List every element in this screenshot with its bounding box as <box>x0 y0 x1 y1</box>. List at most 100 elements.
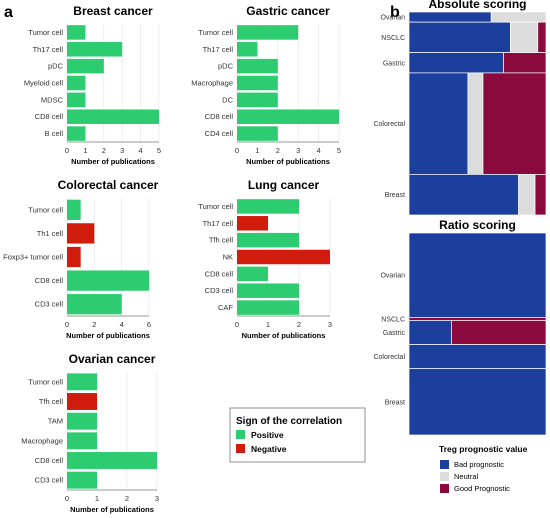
x-tick-label: 2 <box>102 146 106 155</box>
treg-legend: Treg prognostic value Bad prognostic Neu… <box>439 444 528 493</box>
row-label: NSCLC <box>381 316 405 323</box>
category-label: NK <box>223 253 233 262</box>
chart-title: Ratio scoring <box>439 218 516 232</box>
chart-title: Gastric cancer <box>246 4 330 18</box>
mosaic-cell <box>503 52 547 74</box>
bar <box>67 25 86 40</box>
mosaic-cell <box>467 72 484 175</box>
x-tick-label: 1 <box>83 146 87 155</box>
bar <box>67 373 97 391</box>
treg-legend-title: Treg prognostic value <box>439 444 528 454</box>
x-tick-label: 0 <box>65 146 69 155</box>
bar <box>67 270 149 291</box>
x-tick-label: 4 <box>120 320 124 329</box>
x-tick-label: 5 <box>337 146 341 155</box>
category-label: Tumor cell <box>28 205 63 214</box>
bar <box>67 75 86 91</box>
category-label: Macrophage <box>21 436 63 445</box>
treg-swatch-good <box>440 484 449 493</box>
row-label: Colorectal <box>373 121 405 128</box>
category-label: CAF <box>218 303 233 312</box>
legend-title: Sign of the correlation <box>236 416 342 427</box>
bar <box>237 58 278 74</box>
row-label: Breast <box>385 192 405 199</box>
bar-chart-gastric-cancer: Gastric cancer 0 1 2 3 4 5 Number of publicatio… <box>191 4 341 166</box>
bar <box>67 452 157 469</box>
x-tick-label: 1 <box>95 494 99 503</box>
bar <box>67 109 159 124</box>
category-label: CD8 cell <box>205 112 234 121</box>
bar-charts: Breast cancer 0 1 2 3 4 5 Number of publication… <box>3 4 341 514</box>
x-axis-label: Number of publications <box>66 331 150 340</box>
bar <box>237 266 268 282</box>
mosaic-cell <box>537 21 547 53</box>
treg-swatch-neutral <box>440 472 449 481</box>
mosaic-cell <box>534 174 547 216</box>
x-axis-label: Number of publications <box>70 505 154 514</box>
category-label: TAM <box>48 417 63 426</box>
category-label: Tumor cell <box>28 377 63 386</box>
category-label: CD8 cell <box>35 276 64 285</box>
x-tick-label: 0 <box>235 146 239 155</box>
bar <box>237 126 278 141</box>
category-label: CD4 cell <box>205 129 234 138</box>
chart-title: Colorectal cancer <box>58 178 159 192</box>
bar <box>237 75 278 91</box>
bar <box>67 246 81 268</box>
mosaic-cell <box>490 11 547 23</box>
mosaic-charts: Absolute scoring Ovarian NSCLC Gastric Color… <box>373 0 547 436</box>
bar <box>67 223 95 244</box>
x-tick-label: 0 <box>65 494 69 503</box>
category-label: B cell <box>45 129 64 138</box>
panel-label-a: a <box>4 4 13 21</box>
correlation-legend: Sign of the correlation Positive Negativ… <box>229 407 366 463</box>
bar <box>67 199 81 220</box>
x-tick-label: 3 <box>120 146 124 155</box>
panel-label-b: b <box>390 4 400 21</box>
category-label: Tumor cell <box>28 28 63 37</box>
bar <box>237 216 268 231</box>
category-label: CD8 cell <box>205 269 234 278</box>
x-tick-label: 4 <box>139 146 143 155</box>
row-label: Ovarian <box>380 273 405 280</box>
row-label: Ovarian <box>380 15 405 22</box>
mosaic-cell <box>408 344 547 370</box>
x-tick-label: 2 <box>276 146 280 155</box>
category-label: CD3 cell <box>205 286 234 295</box>
x-axis-label: Number of publications <box>71 157 155 166</box>
mosaic-cell <box>408 320 452 345</box>
bar <box>237 42 258 57</box>
treg-label-bad: Bad prognostic <box>454 460 504 469</box>
x-tick-label: 3 <box>155 494 159 503</box>
x-tick-label: 3 <box>328 320 332 329</box>
mosaic-cell <box>518 174 536 216</box>
bar <box>67 471 97 489</box>
x-axis-label: Number of publications <box>246 157 330 166</box>
legend-swatch-negative <box>236 444 245 453</box>
bar <box>67 42 123 57</box>
category-label: CD3 cell <box>35 300 64 309</box>
category-label: Foxp3+ tumor cell <box>3 253 63 262</box>
bar <box>67 126 86 141</box>
x-tick-label: 0 <box>65 320 69 329</box>
mosaic-cell <box>408 317 547 321</box>
category-label: Th17 cell <box>203 45 234 54</box>
legend-box <box>229 407 366 463</box>
bar <box>67 58 104 74</box>
bar <box>67 294 122 315</box>
x-axis-label: Number of publications <box>242 331 326 340</box>
category-label: Tfh cell <box>39 397 64 406</box>
bar <box>237 199 299 214</box>
chart-title: Ovarian cancer <box>69 352 156 366</box>
row-label: Breast <box>385 399 405 406</box>
x-tick-label: 6 <box>147 320 151 329</box>
chart-title: Breast cancer <box>73 4 153 18</box>
category-label: Th17 cell <box>33 45 64 54</box>
category-label: Tfh cell <box>209 236 234 245</box>
chart-title: Absolute scoring <box>428 0 526 11</box>
bar <box>67 412 97 430</box>
category-label: Th17 cell <box>203 219 234 228</box>
bar <box>237 92 278 108</box>
